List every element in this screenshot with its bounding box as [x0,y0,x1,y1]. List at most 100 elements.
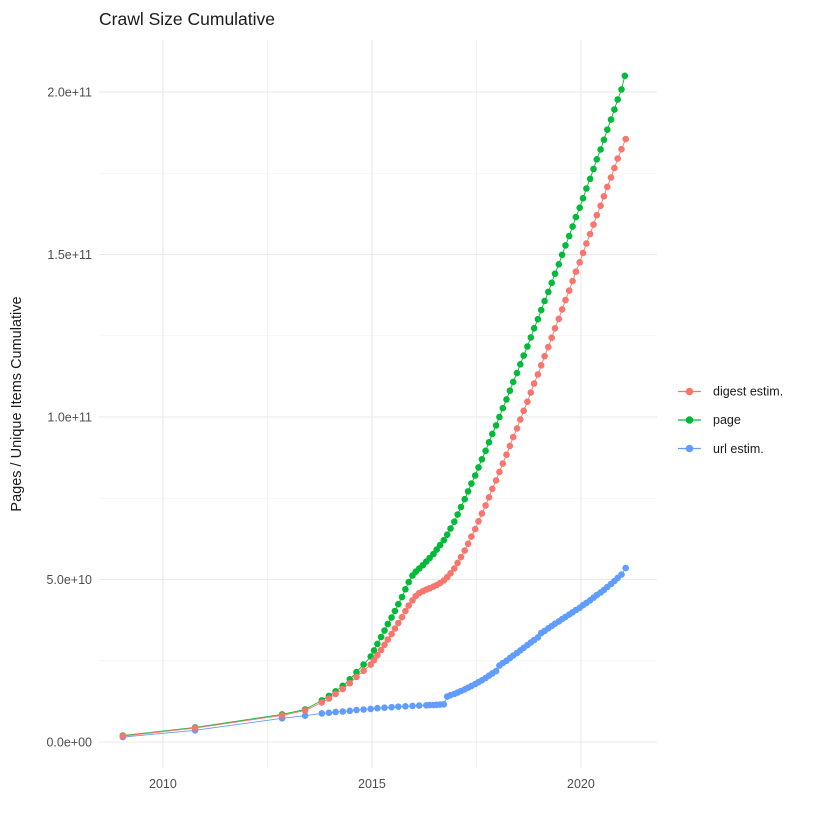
x-tick-label: 2020 [567,777,595,791]
data-point [586,230,594,238]
x-tick-label: 2015 [358,777,386,791]
data-point [604,183,611,191]
legend-key-point-icon [685,416,694,424]
legend-label: digest estim. [713,385,783,399]
data-point [374,640,381,648]
data-point [590,221,597,228]
data-point [367,705,375,713]
data-point [395,619,402,627]
data-point [618,145,625,153]
data-point [332,690,339,698]
data-point [604,126,611,133]
y-tick-label: 0.0e+00 [46,736,92,750]
data-point [586,175,594,183]
data-point [457,553,465,561]
data-point [457,503,465,511]
data-point [440,701,448,708]
series-url-estim- [119,564,629,741]
data-point [551,325,559,332]
data-point [534,371,542,378]
data-point [346,679,354,687]
data-point [569,223,576,230]
data-point [537,306,545,314]
data-point [318,710,326,717]
series-digest-estim- [119,135,629,740]
data-point [451,518,458,525]
data-point [377,633,385,641]
data-point [447,525,454,532]
data-point [562,242,569,249]
data-point [381,704,388,711]
data-point [548,334,555,342]
data-point [388,630,395,638]
series-line [122,138,627,737]
data-point [119,732,127,740]
data-point [621,72,629,80]
data-point [583,185,590,192]
data-point [475,518,482,525]
data-point [499,404,507,412]
data-point [332,708,339,716]
y-tick-label: 2.0e+11 [47,86,92,100]
data-point [517,416,524,423]
legend-label: url estim. [713,442,764,456]
series-page [119,72,629,739]
data-point [398,593,406,601]
data-point [353,673,360,681]
data-point [381,627,388,634]
data-point [360,661,367,668]
data-point [395,703,402,710]
data-point [436,541,444,549]
data-point [597,146,604,153]
data-point [576,204,583,211]
data-point [520,352,527,359]
data-point [622,564,629,572]
data-point [590,165,597,173]
chart-title: Crawl Size Cumulative [99,9,275,29]
data-point [611,106,618,113]
data-point [579,249,587,257]
data-point [607,116,615,123]
data-point [391,625,399,632]
data-point [388,703,395,711]
data-point [558,306,566,313]
data-point [513,425,521,432]
data-point [593,211,601,219]
data-point [572,268,580,276]
data-point [558,251,566,259]
data-point [583,240,590,247]
axis-tick-labels: 2010 2015 2020 0.0e+00 5.0e+10 1.0e+11 1.5e+11… [46,86,594,792]
data-point [454,511,461,518]
data-point [565,232,573,240]
data-point [325,695,333,702]
data-point [496,413,503,421]
data-point [447,570,454,577]
data-point [346,707,354,715]
y-tick-label: 5.0e+10 [46,573,92,587]
y-tick-label: 1.0e+11 [47,411,92,425]
grid-major [99,40,657,768]
data-point [614,155,621,162]
data-point [485,494,493,501]
data-point [405,602,413,609]
data-point [509,378,517,386]
grid-minor [99,40,657,768]
data-point [579,195,587,202]
data-point [565,287,573,294]
data-point [478,456,486,463]
data-point [370,647,378,654]
data-point [503,396,510,403]
data-point [527,389,535,396]
data-point [614,96,621,103]
legend-item-page: page [678,413,741,427]
data-point [402,703,409,710]
data-point [405,578,413,586]
data-point [600,136,608,144]
data-point [551,270,559,278]
data-point [415,702,423,709]
data-point [301,712,309,719]
data-point [607,174,615,181]
data-point [433,546,441,553]
